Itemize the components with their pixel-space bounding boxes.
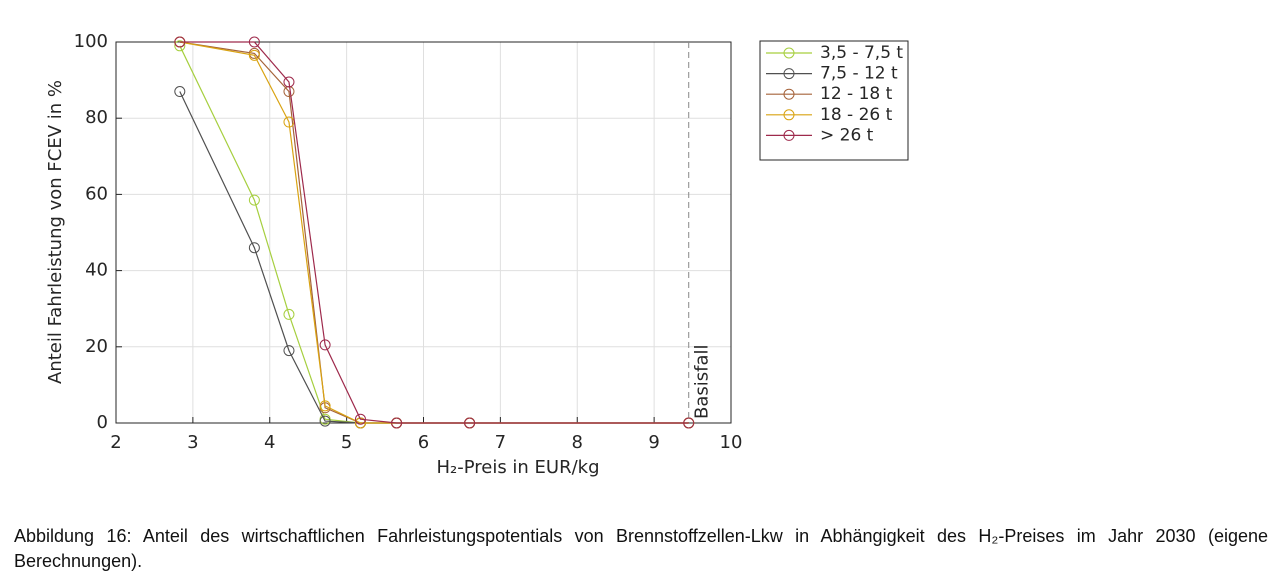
reference-label: Basisfall bbox=[692, 344, 713, 419]
y-axis-label: Anteil Fahrleistung von FCEV in % bbox=[45, 80, 66, 384]
legend-marker bbox=[783, 109, 795, 121]
x-axis-label: H₂-Preis in EUR/kg bbox=[436, 457, 599, 478]
y-tick-label: 20 bbox=[85, 336, 108, 357]
x-tick-label: 10 bbox=[720, 432, 743, 453]
y-tick-label: 0 bbox=[97, 412, 108, 433]
point-marker bbox=[683, 417, 695, 429]
x-tick-label: 4 bbox=[264, 432, 275, 453]
x-tick-label: 8 bbox=[572, 432, 583, 453]
point-marker bbox=[174, 40, 186, 52]
legend-marker bbox=[783, 129, 795, 141]
legend-label: 18 - 26 t bbox=[820, 105, 893, 125]
point-marker bbox=[174, 36, 186, 48]
point-marker bbox=[319, 415, 331, 427]
y-tick-label: 40 bbox=[85, 260, 108, 281]
point-marker bbox=[319, 400, 331, 412]
series-line bbox=[179, 41, 689, 424]
legend-label: 7,5 - 12 t bbox=[820, 64, 898, 84]
legend-label: 3,5 - 7,5 t bbox=[820, 43, 903, 63]
legend-label: 12 - 18 t bbox=[820, 84, 893, 104]
point-marker bbox=[248, 49, 260, 61]
point-marker bbox=[174, 86, 186, 98]
point-marker bbox=[283, 76, 295, 88]
y-tick-label: 80 bbox=[85, 107, 108, 128]
x-tick-label: 6 bbox=[418, 432, 429, 453]
x-tick-label: 9 bbox=[648, 432, 659, 453]
y-tick-label: 100 bbox=[74, 31, 108, 52]
point-marker bbox=[319, 339, 331, 351]
legend-marker bbox=[783, 68, 795, 80]
point-marker bbox=[464, 417, 476, 429]
point-marker bbox=[391, 417, 403, 429]
x-tick-label: 7 bbox=[495, 432, 506, 453]
point-marker bbox=[283, 345, 295, 357]
x-tick-label: 3 bbox=[187, 432, 198, 453]
caption: Abbildung 16: Anteil des wirtschaftliche… bbox=[14, 526, 1268, 571]
point-marker bbox=[354, 413, 366, 425]
y-tick-label: 60 bbox=[85, 183, 108, 204]
point-marker bbox=[283, 308, 295, 320]
x-tick-label: 5 bbox=[341, 432, 352, 453]
legend-marker bbox=[783, 88, 795, 100]
point-marker bbox=[248, 194, 260, 206]
x-tick-label: 2 bbox=[110, 432, 121, 453]
legend-box bbox=[759, 40, 909, 161]
point-marker bbox=[248, 36, 260, 48]
legend-label: > 26 t bbox=[820, 125, 874, 145]
point-marker bbox=[248, 242, 260, 254]
chart: H₂-Preis in EUR/kg Anteil Fahrleistung v… bbox=[45, 31, 909, 478]
legend-marker bbox=[783, 47, 795, 59]
